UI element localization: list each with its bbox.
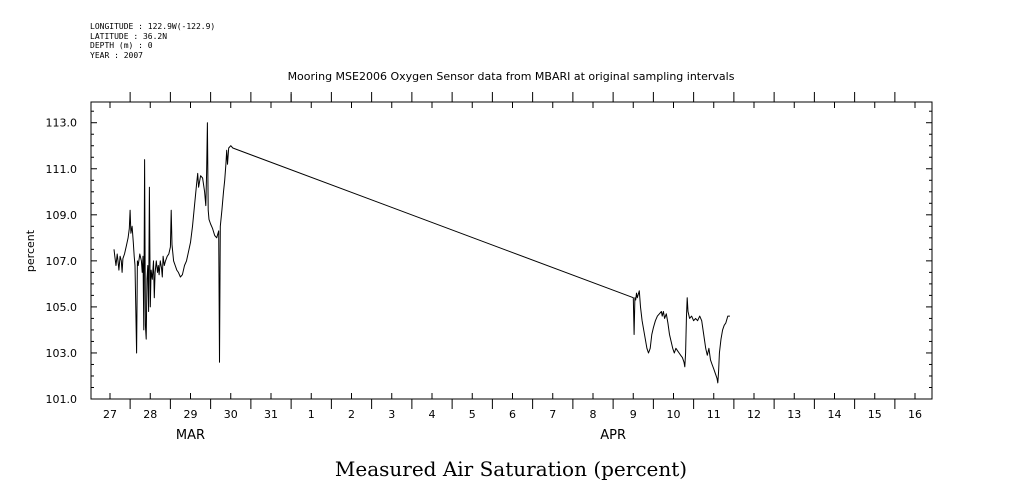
plot-frame — [90, 101, 933, 400]
x-tick-label: 13 — [787, 408, 801, 421]
y-tick-label: 107.0 — [46, 255, 78, 268]
x-tick-label: 3 — [388, 408, 395, 421]
x-tick-label: 10 — [667, 408, 681, 421]
x-axis: 27 28 29 30 31 1 2 3 4 5 6 7 8 9 10 11 12 13 14 15 16 — [103, 92, 922, 421]
x-axis-label: Measured Air Saturation (percent) — [335, 457, 687, 481]
month-label: APR — [600, 428, 626, 443]
x-tick-label: 4 — [429, 408, 436, 421]
y-tick-label: 111.0 — [46, 163, 78, 176]
y-tick-label: 113.0 — [46, 117, 78, 130]
latitude-label: LATITUDE : 36.2N — [90, 31, 168, 41]
x-tick-label: 8 — [590, 408, 597, 421]
x-tick-label: 28 — [143, 408, 157, 421]
y-axis-label: percent — [24, 229, 37, 272]
x-tick-label: 1 — [308, 408, 315, 421]
chart-title: Mooring MSE2006 Oxygen Sensor data from … — [288, 70, 735, 83]
x-tick-label: 11 — [707, 408, 721, 421]
x-tick-label: 6 — [509, 408, 516, 421]
x-tick-label: 29 — [184, 408, 198, 421]
x-tick-label: 9 — [630, 408, 637, 421]
depth-label: DEPTH (m) : 0 — [90, 41, 153, 50]
y-tick-label: 109.0 — [46, 209, 78, 222]
x-tick-label: 31 — [264, 408, 278, 421]
series-line — [113, 122, 730, 384]
y-axis: 101.0 103.0 105.0 107.0 109.0 111.0 113.0 — [46, 110, 932, 406]
x-tick-label: 7 — [549, 408, 556, 421]
x-tick-label: 5 — [469, 408, 476, 421]
month-labels: MAR APR — [176, 428, 626, 443]
y-tick-label: 103.0 — [46, 347, 78, 360]
x-tick-label: 12 — [747, 408, 761, 421]
month-label: MAR — [176, 428, 205, 443]
x-tick-label: 15 — [868, 408, 882, 421]
x-tick-label: 2 — [348, 408, 355, 421]
x-tick-label: 14 — [828, 408, 842, 421]
dataset-metadata: LONGITUDE : 122.9W(-122.9) LATITUDE : 36… — [90, 22, 215, 60]
series-layer — [113, 122, 730, 384]
longitude-label: LONGITUDE : 122.9W(-122.9) — [90, 22, 216, 31]
y-tick-label: 105.0 — [46, 301, 78, 314]
x-tick-label: 16 — [908, 408, 922, 421]
year-label: YEAR : 2007 — [90, 50, 143, 60]
x-tick-label: 27 — [103, 408, 117, 421]
x-tick-label: 30 — [224, 408, 238, 421]
y-tick-label: 101.0 — [46, 393, 78, 406]
